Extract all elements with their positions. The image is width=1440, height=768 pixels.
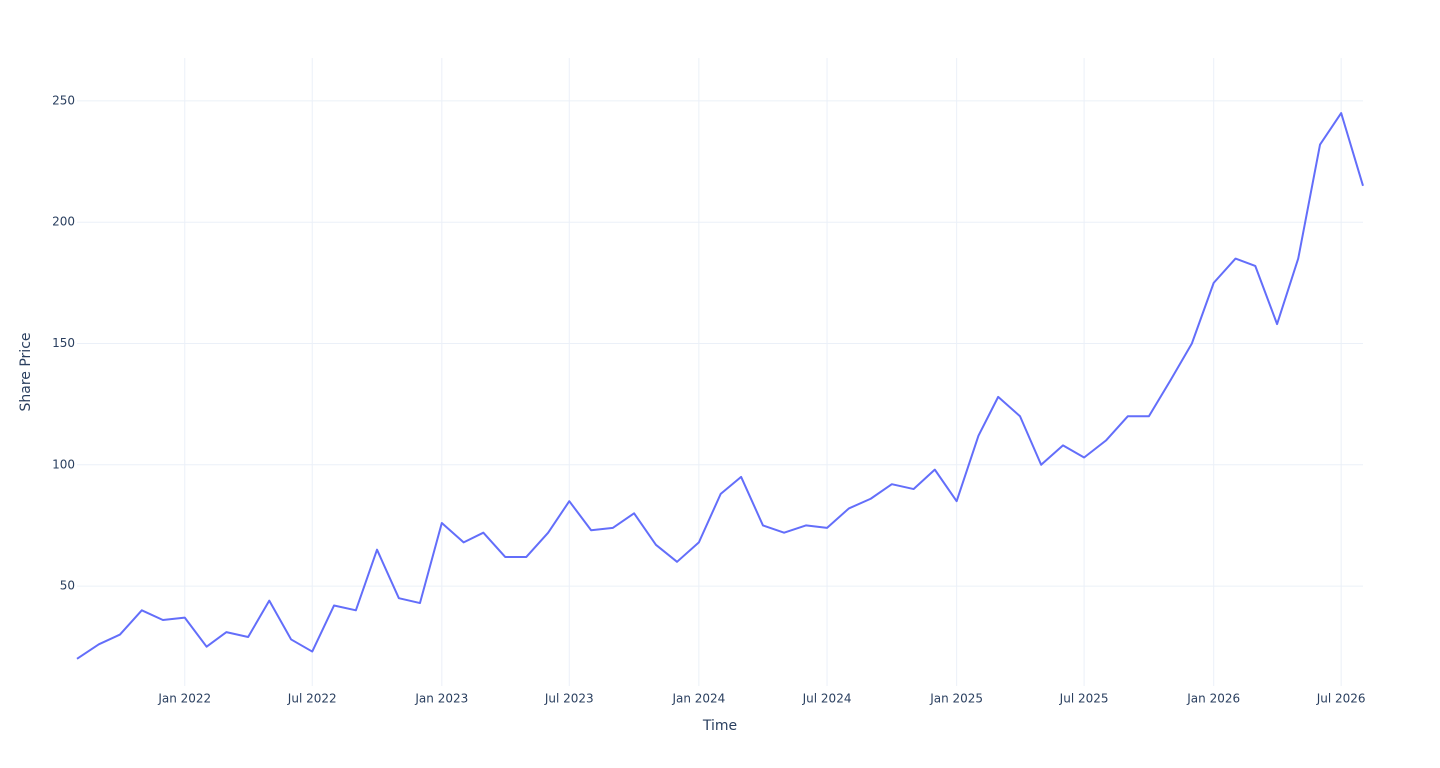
x-tick-label: Jan 2025 xyxy=(929,692,983,706)
x-tick-label: Jul 2023 xyxy=(544,692,594,706)
y-axis-title: Share Price xyxy=(18,332,34,411)
x-tick-label: Jul 2024 xyxy=(802,692,852,706)
x-tick-label: Jul 2026 xyxy=(1316,692,1366,706)
y-tick-label: 250 xyxy=(52,93,75,107)
x-tick-label: Jul 2025 xyxy=(1059,692,1109,706)
y-tick-label: 50 xyxy=(60,579,75,593)
x-tick-label: Jan 2024 xyxy=(671,692,725,706)
x-tick-label: Jan 2026 xyxy=(1186,692,1240,706)
x-tick-label: Jul 2022 xyxy=(287,692,337,706)
x-tick-label: Jan 2022 xyxy=(157,692,211,706)
y-tick-label: 100 xyxy=(52,457,75,471)
x-tick-label: Jan 2023 xyxy=(414,692,468,706)
y-tick-label: 150 xyxy=(52,336,75,350)
price-line xyxy=(76,112,1364,660)
x-axis-title: Time xyxy=(702,718,737,734)
y-tick-label: 200 xyxy=(52,215,75,229)
